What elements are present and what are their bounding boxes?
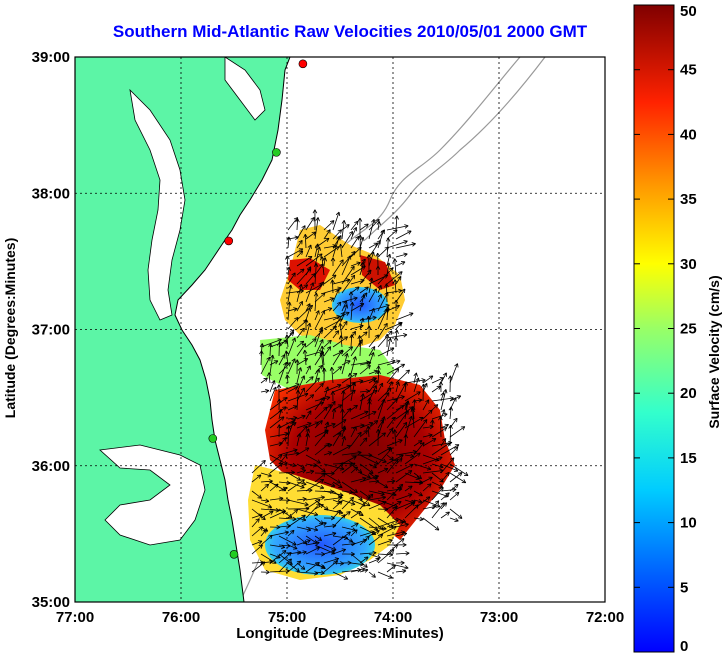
x-tick-label: 75:00 — [268, 609, 306, 626]
vector-head — [436, 507, 440, 508]
vector-head — [258, 541, 262, 542]
x-tick-label: 76:00 — [162, 609, 200, 626]
colorbar-tick-label: 25 — [680, 321, 697, 338]
vector-head — [347, 532, 351, 533]
x-tick-label: 72:00 — [586, 609, 624, 626]
x-tick-label: 73:00 — [480, 609, 518, 626]
vector-head — [398, 440, 402, 441]
colorbar-tick-label: 15 — [680, 450, 697, 467]
colorbar-tick-label: 30 — [680, 256, 697, 273]
velocity-vector — [369, 401, 370, 419]
colorbar-tick-label: 50 — [680, 3, 697, 20]
y-axis-label: Latitude (Degrees:Minutes) — [2, 228, 18, 428]
y-tick-label: 39:00 — [32, 49, 70, 66]
colorbar-tick-label: 5 — [680, 579, 688, 596]
station-marker — [209, 435, 217, 443]
station-marker — [230, 550, 238, 558]
vector-head — [283, 398, 287, 399]
vector-head — [295, 384, 299, 385]
x-tick-label: 74:00 — [374, 609, 412, 626]
y-tick-label: 38:00 — [32, 185, 70, 202]
vector-head — [332, 275, 336, 276]
vector-head — [268, 507, 272, 508]
vector-head — [304, 393, 308, 394]
vector-head — [364, 557, 368, 558]
vector-head — [331, 423, 335, 424]
vector-head — [416, 453, 420, 454]
colorbar-tick-label: 45 — [680, 62, 697, 79]
colorbar-tick-label: 20 — [680, 385, 697, 402]
station-marker — [299, 60, 307, 68]
vector-head — [408, 470, 412, 471]
x-axis-label: Longitude (Degrees:Minutes) — [75, 625, 605, 642]
x-tick-label: 77:00 — [56, 609, 94, 626]
vector-head — [318, 254, 322, 255]
y-tick-label: 37:00 — [32, 322, 70, 339]
colorbar-tick-label: 35 — [680, 191, 697, 208]
station-marker — [225, 237, 233, 245]
vector-head — [331, 486, 335, 487]
vector-head — [295, 338, 296, 342]
velocity-vector — [342, 409, 343, 428]
vector-head — [354, 405, 358, 406]
y-axis-ticks: 39:00 38:00 37:00 36:00 35:00 — [32, 49, 70, 611]
vector-head — [381, 285, 382, 289]
vector-head — [346, 385, 350, 386]
vector-head — [313, 283, 314, 287]
velocity-vector — [261, 351, 262, 365]
vector-head — [458, 363, 459, 367]
x-axis-ticks: 77:00 76:00 75:00 74:00 73:00 72:00 — [56, 609, 624, 626]
vector-head — [330, 298, 334, 299]
colorbar-label: Surface Velocity (cm/s) — [706, 252, 722, 452]
colorbar-tick-label: 40 — [680, 126, 697, 143]
station-marker — [272, 148, 280, 156]
colorbar-tick-label: 10 — [680, 515, 697, 532]
y-tick-label: 36:00 — [32, 458, 70, 475]
colorbar-tick-label: 0 — [680, 638, 688, 655]
y-tick-label: 35:00 — [32, 594, 70, 611]
map-title: Southern Mid-Atlantic Raw Velocities 201… — [60, 22, 640, 42]
